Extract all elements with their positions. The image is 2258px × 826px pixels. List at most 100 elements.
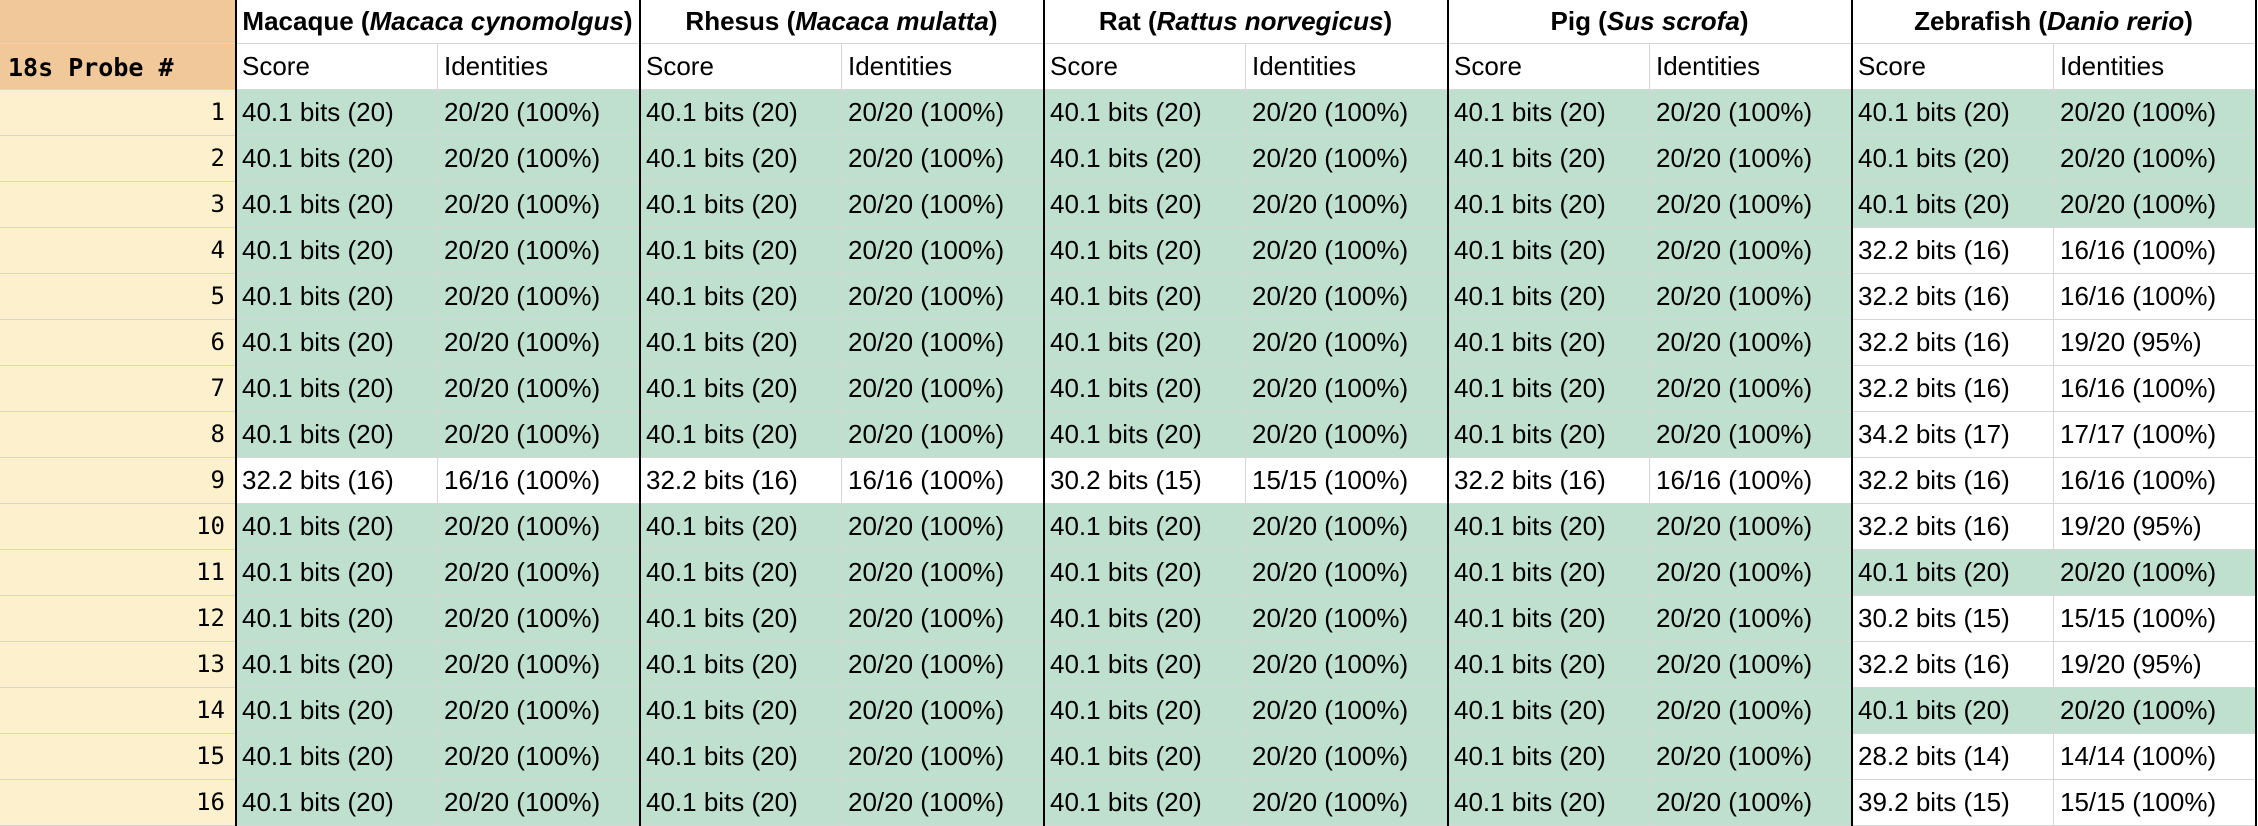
identities-cell[interactable]: 15/15 (100%) [2054, 780, 2256, 826]
score-cell[interactable]: 40.1 bits (20) [1448, 780, 1650, 826]
score-cell[interactable]: 40.1 bits (20) [1448, 596, 1650, 642]
identities-cell[interactable]: 20/20 (100%) [1246, 366, 1448, 412]
identities-cell[interactable]: 20/20 (100%) [1246, 228, 1448, 274]
identities-cell[interactable]: 20/20 (100%) [1246, 320, 1448, 366]
probe-row-label[interactable]: 7 [0, 366, 236, 412]
identities-cell[interactable]: 20/20 (100%) [438, 366, 640, 412]
score-cell[interactable]: 30.2 bits (15) [1852, 596, 2054, 642]
score-header[interactable]: Score [640, 44, 842, 90]
identities-cell[interactable]: 20/20 (100%) [438, 734, 640, 780]
identities-cell[interactable]: 20/20 (100%) [1650, 320, 1852, 366]
identities-cell[interactable]: 20/20 (100%) [2054, 136, 2256, 182]
score-cell[interactable]: 40.1 bits (20) [236, 734, 438, 780]
score-cell[interactable]: 40.1 bits (20) [640, 366, 842, 412]
identities-cell[interactable]: 20/20 (100%) [842, 550, 1044, 596]
corner-cell[interactable] [0, 0, 236, 44]
probe-row-label[interactable]: 16 [0, 780, 236, 826]
identities-cell[interactable]: 16/16 (100%) [2054, 274, 2256, 320]
score-cell[interactable]: 40.1 bits (20) [640, 550, 842, 596]
score-cell[interactable]: 40.1 bits (20) [640, 688, 842, 734]
probe-row-label[interactable]: 3 [0, 182, 236, 228]
identities-cell[interactable]: 19/20 (95%) [2054, 504, 2256, 550]
score-cell[interactable]: 40.1 bits (20) [1044, 780, 1246, 826]
score-cell[interactable]: 40.1 bits (20) [1448, 412, 1650, 458]
identities-cell[interactable]: 20/20 (100%) [438, 550, 640, 596]
identities-cell[interactable]: 20/20 (100%) [842, 228, 1044, 274]
score-cell[interactable]: 32.2 bits (16) [1852, 366, 2054, 412]
score-cell[interactable]: 32.2 bits (16) [236, 458, 438, 504]
identities-cell[interactable]: 16/16 (100%) [2054, 228, 2256, 274]
score-cell[interactable]: 40.1 bits (20) [1448, 90, 1650, 136]
probe-row-label[interactable]: 4 [0, 228, 236, 274]
score-cell[interactable]: 40.1 bits (20) [1044, 596, 1246, 642]
identities-cell[interactable]: 20/20 (100%) [438, 136, 640, 182]
score-cell[interactable]: 40.1 bits (20) [1448, 320, 1650, 366]
probe-row-label[interactable]: 15 [0, 734, 236, 780]
score-cell[interactable]: 40.1 bits (20) [640, 504, 842, 550]
identities-header[interactable]: Identities [1246, 44, 1448, 90]
identities-cell[interactable]: 20/20 (100%) [438, 182, 640, 228]
identities-cell[interactable]: 20/20 (100%) [2054, 90, 2256, 136]
score-cell[interactable]: 40.1 bits (20) [1448, 734, 1650, 780]
score-cell[interactable]: 40.1 bits (20) [1448, 366, 1650, 412]
identities-cell[interactable]: 20/20 (100%) [1650, 780, 1852, 826]
score-cell[interactable]: 40.1 bits (20) [1852, 688, 2054, 734]
score-cell[interactable]: 32.2 bits (16) [1448, 458, 1650, 504]
score-cell[interactable]: 40.1 bits (20) [1044, 550, 1246, 596]
species-header[interactable]: Pig (Sus scrofa) [1448, 0, 1852, 44]
score-cell[interactable]: 40.1 bits (20) [1044, 642, 1246, 688]
score-cell[interactable]: 32.2 bits (16) [1852, 458, 2054, 504]
identities-cell[interactable]: 14/14 (100%) [2054, 734, 2256, 780]
identities-cell[interactable]: 20/20 (100%) [1246, 182, 1448, 228]
score-cell[interactable]: 40.1 bits (20) [236, 136, 438, 182]
score-cell[interactable]: 40.1 bits (20) [236, 90, 438, 136]
identities-cell[interactable]: 20/20 (100%) [1246, 688, 1448, 734]
score-cell[interactable]: 40.1 bits (20) [640, 412, 842, 458]
identities-header[interactable]: Identities [2054, 44, 2256, 90]
identities-cell[interactable]: 20/20 (100%) [1650, 688, 1852, 734]
score-cell[interactable]: 40.1 bits (20) [236, 320, 438, 366]
identities-cell[interactable]: 20/20 (100%) [842, 596, 1044, 642]
probe-row-label[interactable]: 10 [0, 504, 236, 550]
score-cell[interactable]: 40.1 bits (20) [640, 136, 842, 182]
identities-cell[interactable]: 20/20 (100%) [2054, 550, 2256, 596]
identities-cell[interactable]: 20/20 (100%) [438, 596, 640, 642]
identities-cell[interactable]: 16/16 (100%) [2054, 366, 2256, 412]
identities-cell[interactable]: 15/15 (100%) [2054, 596, 2256, 642]
score-cell[interactable]: 40.1 bits (20) [1044, 228, 1246, 274]
probe-row-label[interactable]: 5 [0, 274, 236, 320]
identities-cell[interactable]: 20/20 (100%) [1246, 596, 1448, 642]
species-header[interactable]: Zebrafish (Danio rerio) [1852, 0, 2256, 44]
score-header[interactable]: Score [1852, 44, 2054, 90]
score-cell[interactable]: 32.2 bits (16) [1852, 504, 2054, 550]
identities-cell[interactable]: 20/20 (100%) [842, 734, 1044, 780]
score-cell[interactable]: 40.1 bits (20) [236, 596, 438, 642]
identities-cell[interactable]: 20/20 (100%) [1650, 412, 1852, 458]
score-cell[interactable]: 40.1 bits (20) [1044, 412, 1246, 458]
score-cell[interactable]: 40.1 bits (20) [1852, 182, 2054, 228]
identities-cell[interactable]: 20/20 (100%) [1650, 504, 1852, 550]
score-cell[interactable]: 40.1 bits (20) [1044, 136, 1246, 182]
score-cell[interactable]: 32.2 bits (16) [1852, 320, 2054, 366]
score-cell[interactable]: 40.1 bits (20) [1448, 274, 1650, 320]
probe-row-label[interactable]: 2 [0, 136, 236, 182]
score-cell[interactable]: 40.1 bits (20) [1852, 90, 2054, 136]
identities-cell[interactable]: 16/16 (100%) [2054, 458, 2256, 504]
identities-cell[interactable]: 20/20 (100%) [1650, 734, 1852, 780]
score-cell[interactable]: 40.1 bits (20) [640, 320, 842, 366]
identities-cell[interactable]: 20/20 (100%) [1246, 504, 1448, 550]
score-cell[interactable]: 40.1 bits (20) [236, 228, 438, 274]
identities-cell[interactable]: 20/20 (100%) [438, 228, 640, 274]
score-cell[interactable]: 40.1 bits (20) [236, 688, 438, 734]
score-cell[interactable]: 40.1 bits (20) [640, 642, 842, 688]
identities-cell[interactable]: 20/20 (100%) [1246, 274, 1448, 320]
probe-row-label[interactable]: 8 [0, 412, 236, 458]
identities-cell[interactable]: 20/20 (100%) [2054, 182, 2256, 228]
identities-cell[interactable]: 20/20 (100%) [1246, 412, 1448, 458]
score-cell[interactable]: 40.1 bits (20) [236, 366, 438, 412]
identities-cell[interactable]: 20/20 (100%) [842, 780, 1044, 826]
score-cell[interactable]: 40.1 bits (20) [1044, 734, 1246, 780]
identities-cell[interactable]: 20/20 (100%) [842, 642, 1044, 688]
identities-header[interactable]: Identities [1650, 44, 1852, 90]
identities-cell[interactable]: 16/16 (100%) [842, 458, 1044, 504]
